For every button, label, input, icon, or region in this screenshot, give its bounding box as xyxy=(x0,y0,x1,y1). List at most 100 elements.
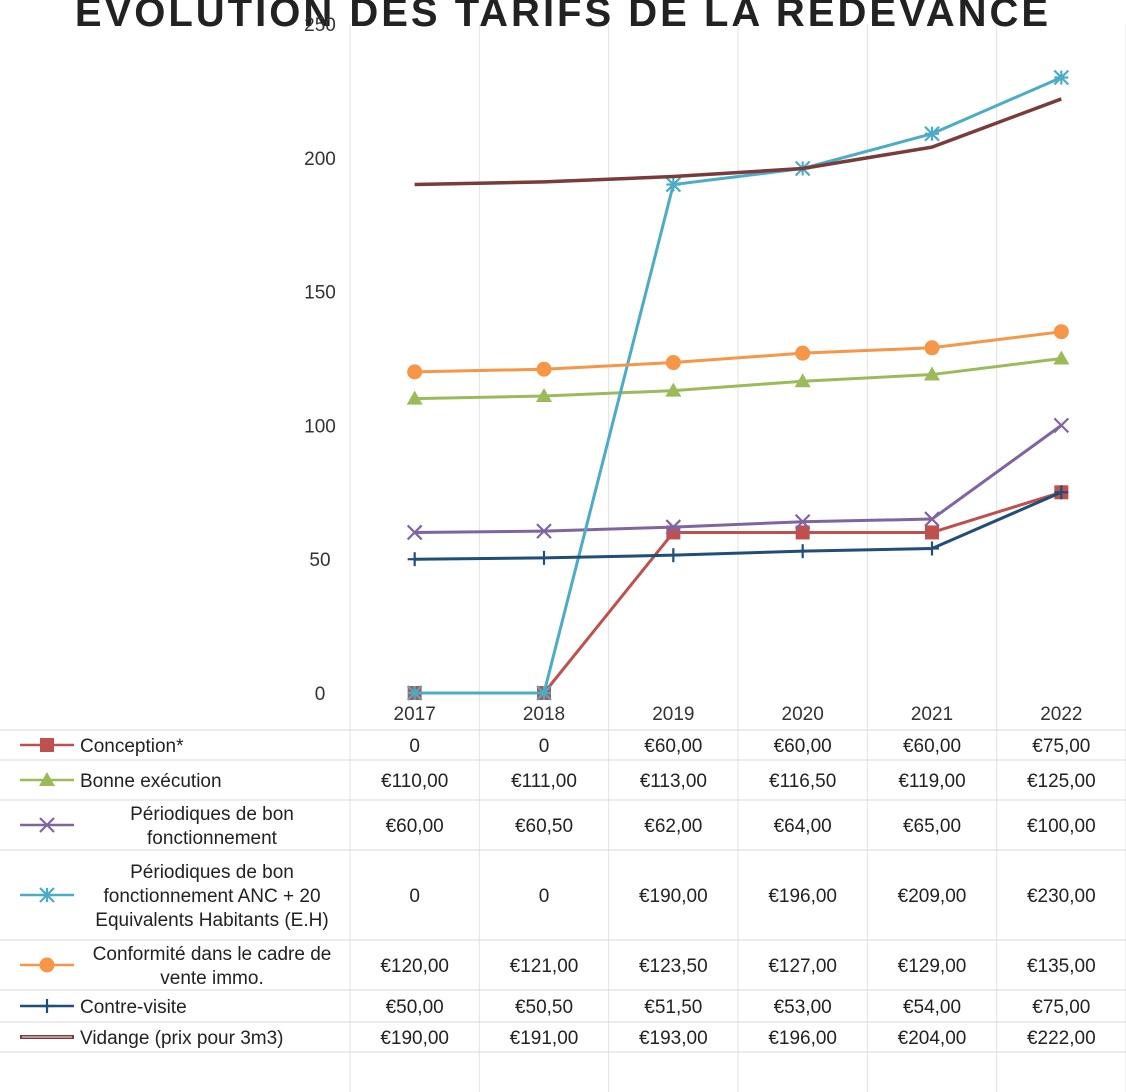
table-cell: €111,00 xyxy=(511,771,577,792)
legend-label-bonne-execution: Bonne exécution xyxy=(80,771,222,792)
data-point-contre-visite xyxy=(1054,485,1069,500)
table-row-conformite-dans-le-cadre-de-vente-immo: Conformité dans le cadre de vente immo. €1… xyxy=(20,944,1096,989)
series-line-contre-visite xyxy=(414,490,1062,561)
data-point-bonne-execution xyxy=(924,366,940,381)
table-cell: €190,00 xyxy=(380,1028,449,1049)
table-cell: €123,50 xyxy=(639,956,708,977)
y-tick-label: 0 xyxy=(315,684,326,705)
y-tick-label: 200 xyxy=(304,149,336,170)
table-cell: €209,00 xyxy=(898,886,967,907)
legend-label-conformite-dans-le-cadre-de-vente-immo: Conformité dans le cadre de vente immo. xyxy=(93,944,332,989)
table-cell: 0 xyxy=(539,736,550,757)
data-point-conformite-dans-le-cadre-de-vente-immo xyxy=(924,340,940,356)
table-row-periodiques-de-bon-fonctionnement-anc-20-equivalents-habitants-e-h: Périodiques de bon fonctionnement ANC + 2… xyxy=(20,862,1096,931)
data-point-bonne-execution xyxy=(794,373,811,388)
legend-key-contre-visite xyxy=(20,999,74,1013)
x-tick-label: 2020 xyxy=(782,704,824,725)
legend-key-periodiques-de-bon-fonctionnement xyxy=(20,817,74,833)
table-cell: €51,50 xyxy=(644,997,702,1018)
data-point-contre-visite xyxy=(407,552,422,567)
data-point-conformite-dans-le-cadre-de-vente-immo xyxy=(407,364,423,380)
y-tick-label: 100 xyxy=(304,416,336,437)
chart-title: EVOLUTION DES TARIFS DE LA REDEVANCE xyxy=(75,0,1051,35)
legend-label-periodiques-de-bon-fonctionnement-anc-20-equivalents-habitants-e-h: Périodiques de bon fonctionnement ANC + 2… xyxy=(95,862,328,931)
table-cell: 0 xyxy=(539,886,550,907)
data-point-conformite-dans-le-cadre-de-vente-immo xyxy=(1053,324,1069,340)
legend-key-conformite-dans-le-cadre-de-vente-immo xyxy=(20,957,74,973)
series-conformite-dans-le-cadre-de-vente-immo xyxy=(407,324,1069,380)
table-cell: €54,00 xyxy=(903,997,961,1018)
table-cell: €116,50 xyxy=(769,771,836,792)
table-cell: €230,00 xyxy=(1027,886,1096,907)
legend-key-conception xyxy=(20,738,74,752)
table-row-vidange-prix-pour-3m3: Vidange (prix pour 3m3) €190,00 €191,00 €19… xyxy=(20,1028,1096,1049)
series-periodiques-de-bon-fonctionnement xyxy=(406,417,1070,541)
table-cell: €190,00 xyxy=(639,886,708,907)
table-cell: €53,00 xyxy=(774,997,832,1018)
table-cell: €75,00 xyxy=(1032,736,1090,757)
table-cell: €50,50 xyxy=(515,997,573,1018)
table-cell: €113,00 xyxy=(640,771,707,792)
data-point-periodiques-de-bon-fonctionnement xyxy=(1053,417,1070,434)
series-line-periodiques-de-bon-fonctionnement-anc-20-equivalents-habitants-e-h xyxy=(414,76,1062,695)
table-cell: €196,00 xyxy=(768,1028,837,1049)
table-cell: €62,00 xyxy=(644,816,702,837)
table-row-periodiques-de-bon-fonctionnement: Périodiques de bon fonctionnement €60,00 €6… xyxy=(20,804,1096,849)
data-point-contre-visite xyxy=(795,544,810,559)
table-cell: €127,00 xyxy=(768,956,837,977)
data-point-conception xyxy=(666,525,681,540)
x-tick-label: 2018 xyxy=(523,704,565,725)
data-point-conformite-dans-le-cadre-de-vente-immo xyxy=(665,355,681,371)
table-cell: €60,50 xyxy=(515,816,573,837)
table-cell: €129,00 xyxy=(898,956,967,977)
table-cell: €204,00 xyxy=(898,1028,967,1049)
table-cell: €135,00 xyxy=(1027,956,1096,977)
data-point-contre-visite xyxy=(666,548,681,563)
data-point-periodiques-de-bon-fonctionnement xyxy=(794,513,811,530)
x-tick-label: 2022 xyxy=(1040,704,1082,725)
series-line-periodiques-de-bon-fonctionnement xyxy=(414,424,1063,534)
table-cell: 0 xyxy=(409,736,420,757)
table-cell: €191,00 xyxy=(510,1028,579,1049)
table-cell: €60,00 xyxy=(774,736,832,757)
table-cell: €121,00 xyxy=(510,956,579,977)
data-point-conception xyxy=(925,525,939,540)
legend-label-periodiques-de-bon-fonctionnement: Périodiques de bon fonctionnement xyxy=(130,804,294,849)
data-point-conformite-dans-le-cadre-de-vente-immo xyxy=(795,345,811,361)
x-tick-label: 2017 xyxy=(394,704,436,725)
legend-key-periodiques-de-bon-fonctionnement-anc-20-equivalents-habitants-e-h xyxy=(20,887,74,903)
table-cell: €120,00 xyxy=(380,956,449,977)
x-tick-label: 2021 xyxy=(911,704,953,725)
data-point-conception xyxy=(795,525,810,540)
table-cell: €50,00 xyxy=(386,997,444,1018)
series-line-vidange-prix-pour-3m3 xyxy=(414,97,1062,187)
legend-label-contre-visite: Contre-visite xyxy=(80,997,187,1018)
data-point-periodiques-de-bon-fonctionnement-anc-20-equivalents-habitants-e-h xyxy=(1053,69,1070,86)
series-line-bonne-execution xyxy=(414,357,1062,401)
y-tick-label: 150 xyxy=(304,283,336,304)
table-cell: €60,00 xyxy=(644,736,702,757)
table-cell: €110,00 xyxy=(381,771,448,792)
data-point-periodiques-de-bon-fonctionnement xyxy=(665,519,682,535)
series-bonne-execution xyxy=(406,350,1070,405)
data-point-bonne-execution xyxy=(536,387,552,402)
data-point-bonne-execution xyxy=(665,382,682,397)
legend-label-vidange-prix-pour-3m3: Vidange (prix pour 3m3) xyxy=(80,1028,283,1049)
data-point-periodiques-de-bon-fonctionnement-anc-20-equivalents-habitants-e-h xyxy=(665,176,682,193)
series-line-conformite-dans-le-cadre-de-vente-immo xyxy=(414,330,1062,374)
y-tick-label: 250 xyxy=(304,15,336,36)
table-cell: €60,00 xyxy=(386,816,444,837)
data-point-bonne-execution xyxy=(1053,350,1070,365)
table-cell: €125,00 xyxy=(1027,771,1096,792)
data-point-periodiques-de-bon-fonctionnement-anc-20-equivalents-habitants-e-h xyxy=(406,685,423,701)
data-point-contre-visite xyxy=(925,541,939,556)
table-cell: €75,00 xyxy=(1032,997,1090,1018)
legend-label-conception: Conception* xyxy=(80,736,184,757)
table-cell: €196,00 xyxy=(768,886,837,907)
y-tick-label: 50 xyxy=(309,550,330,571)
data-point-periodiques-de-bon-fonctionnement xyxy=(536,523,552,539)
table-cell: 0 xyxy=(409,886,420,907)
table-row-bonne-execution: Bonne exécution €110,00 €111,00 €113,00 €116… xyxy=(20,771,1096,792)
data-point-periodiques-de-bon-fonctionnement xyxy=(406,524,423,541)
table-row-contre-visite: Contre-visite €50,00 €50,50 €51,50 €53,00 €54… xyxy=(20,997,1090,1018)
